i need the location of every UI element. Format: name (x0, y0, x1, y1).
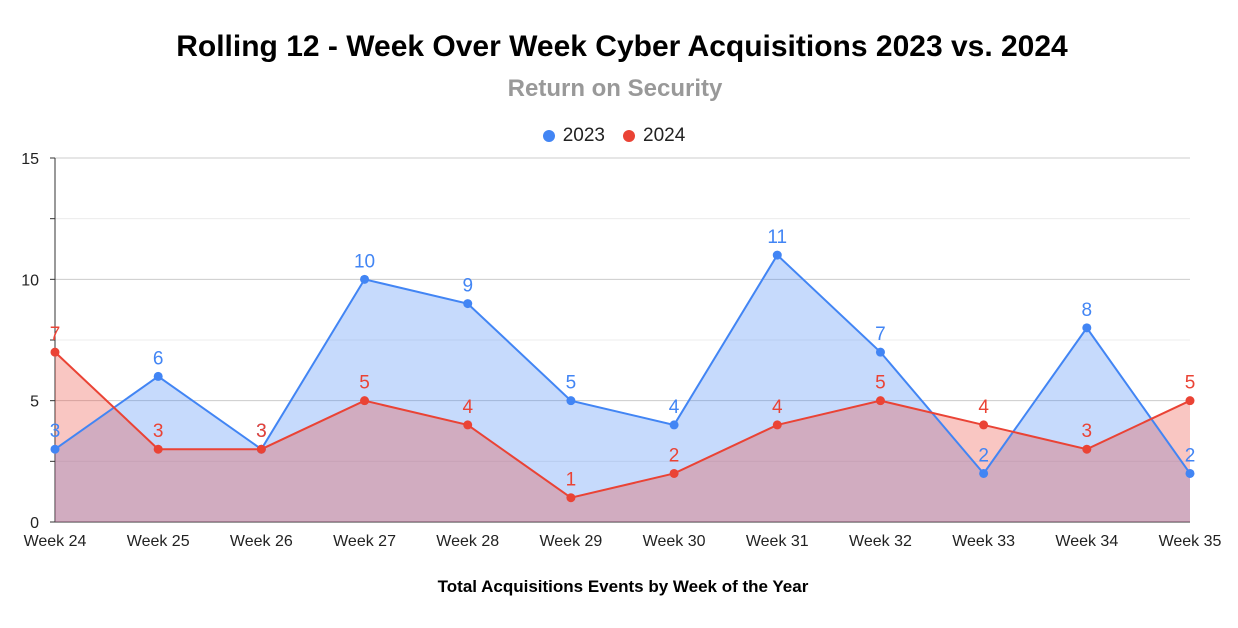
data-label-2024: 4 (772, 397, 783, 418)
data-label-2023: 3 (50, 421, 61, 442)
chart-legend: 2023 2024 (0, 125, 1228, 147)
point-2023 (153, 371, 163, 381)
point-2023 (1082, 323, 1092, 333)
x-tick-label: Week 30 (643, 533, 706, 550)
point-2023 (50, 444, 60, 454)
data-label-2023: 4 (669, 397, 680, 418)
line-2024 (54, 351, 1191, 499)
line-2023 (54, 253, 1191, 476)
x-tick-label: Week 34 (1055, 533, 1118, 550)
point-2023 (1185, 468, 1195, 478)
point-2024 (360, 396, 370, 406)
y-tick-label: 5 (30, 394, 39, 411)
data-label-2023: 11 (767, 227, 787, 248)
data-label-2024: 4 (978, 397, 989, 418)
point-2024 (50, 347, 60, 357)
x-tick-label: Week 32 (849, 533, 912, 550)
area-2024 (55, 352, 1190, 522)
y-tick-label: 0 (30, 515, 39, 532)
point-2024 (669, 468, 679, 478)
point-2024 (979, 420, 989, 430)
data-label-2023: 9 (462, 276, 473, 297)
data-label-2023: 7 (875, 324, 886, 345)
data-label-2023: 10 (354, 251, 375, 272)
x-tick-label: Week 28 (436, 533, 499, 550)
x-tick-label: Week 33 (952, 533, 1015, 550)
data-label-2023: 8 (1082, 300, 1093, 321)
data-label-2023: 3 (256, 421, 267, 442)
point-2024 (772, 420, 782, 430)
area-2023 (55, 255, 1190, 523)
point-2024 (875, 396, 885, 406)
data-label-2024: 5 (875, 373, 886, 394)
x-tick-label: Week 26 (230, 533, 293, 550)
data-label-2024: 2 (669, 445, 680, 466)
point-2024 (1185, 396, 1195, 406)
data-label-2023: 2 (1185, 445, 1196, 466)
x-axis-title: Total Acquisitions Events by Week of the… (437, 577, 809, 596)
x-tick-label: Week 25 (127, 533, 190, 550)
point-2024 (256, 444, 266, 454)
legend-label-2024: 2024 (643, 125, 686, 146)
data-label-2024: 1 (566, 470, 577, 491)
point-2023 (875, 347, 885, 357)
legend-item-2024: 2024 (623, 125, 685, 147)
data-label-2024: 3 (1082, 421, 1093, 442)
point-2023 (566, 396, 576, 406)
legend-marker-2023 (542, 130, 555, 142)
data-label-2024: 7 (50, 324, 61, 345)
data-label-2024: 4 (462, 397, 473, 418)
x-tick-label: Week 27 (333, 533, 396, 550)
data-label-2023: 6 (153, 348, 164, 369)
point-2024 (566, 493, 576, 503)
point-2023 (669, 420, 679, 430)
y-tick-label: 10 (21, 272, 39, 289)
data-label-2024: 3 (153, 421, 164, 442)
data-label-2023: 2 (978, 445, 989, 466)
x-tick-label: Week 35 (1159, 533, 1222, 550)
point-2023 (772, 250, 782, 260)
x-tick-label: Week 31 (746, 533, 809, 550)
point-2023 (979, 468, 989, 478)
legend-marker-2024 (623, 130, 635, 142)
y-tick-label: 15 (21, 151, 39, 168)
data-label-2024: 3 (256, 421, 267, 442)
chart-title: Rolling 12 - Week Over Week Cyber Acquis… (176, 30, 1068, 63)
point-2024 (153, 444, 163, 454)
legend-item-2023: 2023 (542, 125, 605, 147)
x-tick-label: Week 29 (539, 533, 602, 550)
data-label-2024: 5 (1185, 373, 1196, 394)
point-2024 (463, 420, 473, 430)
data-label-2024: 5 (359, 373, 370, 394)
x-tick-label: Week 24 (24, 533, 87, 550)
point-2023 (360, 274, 370, 284)
point-2023 (463, 299, 473, 309)
chart-subtitle: Return on Security (507, 75, 723, 102)
point-2024 (1082, 444, 1092, 454)
legend-label-2023: 2023 (562, 125, 605, 146)
data-label-2023: 5 (566, 373, 577, 394)
